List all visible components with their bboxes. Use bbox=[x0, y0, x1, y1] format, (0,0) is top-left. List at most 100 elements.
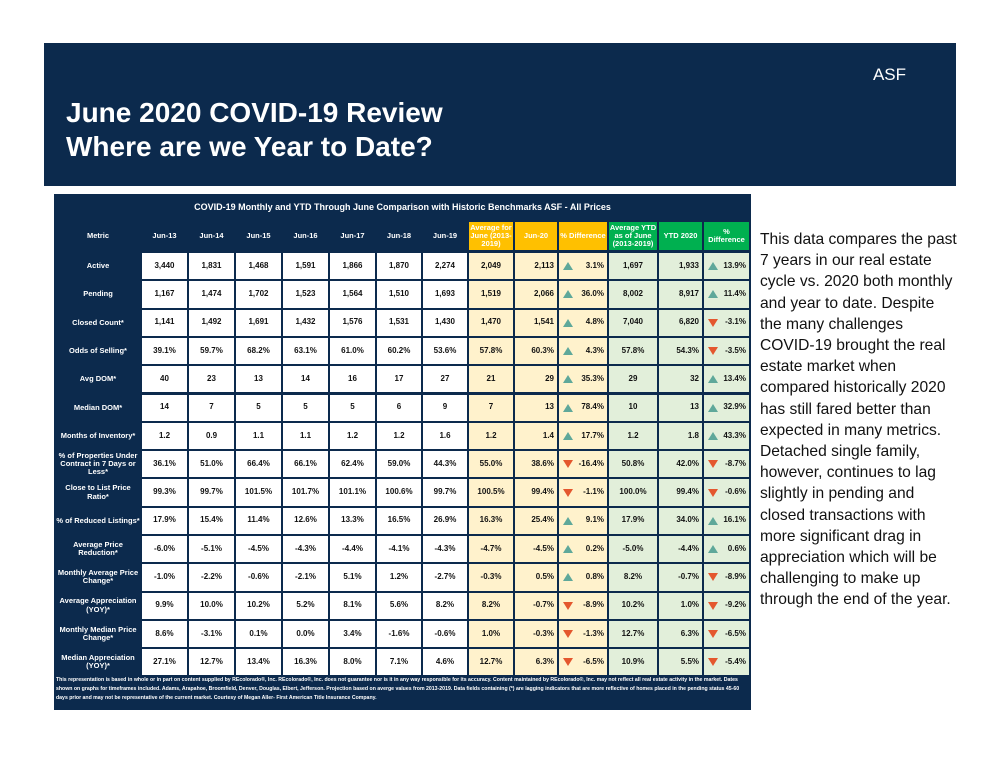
cell: 1.2 bbox=[609, 422, 657, 450]
cell-text: 1,693 bbox=[434, 289, 456, 299]
cell: 62.4% bbox=[330, 451, 375, 478]
cell: 60.3% bbox=[515, 337, 557, 365]
cell-text: 6.3% bbox=[680, 628, 699, 638]
cell-text: 1,468 bbox=[248, 260, 269, 270]
cell: 0.0% bbox=[283, 620, 328, 648]
cell: 16.5% bbox=[377, 507, 421, 534]
cell: 26.9% bbox=[423, 507, 467, 534]
cell: 17.9% bbox=[142, 507, 187, 534]
cell-text: 29 bbox=[628, 373, 638, 383]
cell-text: 57.8% bbox=[621, 345, 645, 355]
cell: 1,541 bbox=[515, 309, 557, 336]
cell: 1.2 bbox=[377, 422, 421, 450]
cell: 57.8% bbox=[469, 337, 513, 365]
cell-text: 13.4% bbox=[723, 373, 746, 383]
cell-text: 27.1% bbox=[153, 656, 176, 666]
cell: -0.7% bbox=[515, 592, 557, 619]
cell-text: -4.5% bbox=[533, 543, 554, 553]
cell: 1,470 bbox=[469, 309, 513, 336]
cell: 5.5% bbox=[659, 649, 702, 676]
cell-text: -8.7% bbox=[725, 458, 746, 468]
cell: 0.9 bbox=[189, 422, 234, 450]
commentary: This data compares the past 7 years in o… bbox=[760, 231, 957, 609]
cell-text: -2.1% bbox=[295, 572, 316, 582]
cell-text: 7 bbox=[209, 402, 214, 412]
cell: 1.4 bbox=[515, 422, 557, 450]
row-label: Median Appreciation (YOY)* bbox=[56, 649, 140, 676]
row-label: Average Price Reduction* bbox=[56, 536, 140, 563]
cell-text: 1.2 bbox=[158, 430, 171, 440]
cell-text: -4.1% bbox=[388, 543, 410, 553]
cell: 59.0% bbox=[377, 451, 421, 478]
cell: 2,113 bbox=[515, 253, 557, 280]
cell-text: 1.1 bbox=[299, 430, 312, 440]
cell: -16.4% bbox=[559, 451, 607, 478]
row-label: Average Appreciation (YOY)* bbox=[56, 592, 140, 619]
row-label-text: % of Reduced Listings* bbox=[56, 515, 140, 525]
cell: 6.3% bbox=[515, 649, 557, 676]
cell-text: 29 bbox=[545, 373, 554, 383]
cell: -4.4% bbox=[659, 536, 702, 563]
cell: 1,933 bbox=[659, 253, 702, 280]
cell: 6.3% bbox=[659, 620, 702, 648]
cell: 101.7% bbox=[283, 479, 328, 506]
arrow-shape bbox=[563, 545, 573, 554]
cell: 39.1% bbox=[142, 337, 187, 365]
cell: 5.1% bbox=[330, 564, 375, 591]
column-header: Jun-14 bbox=[189, 222, 234, 250]
cell: 44.3% bbox=[423, 451, 467, 478]
cell: 66.4% bbox=[236, 451, 281, 478]
cell-text: 1,474 bbox=[201, 289, 222, 299]
cell-text: -3.1% bbox=[725, 317, 746, 327]
cell-text: 2,066 bbox=[533, 289, 554, 299]
cell-text: 5 bbox=[256, 402, 261, 412]
cell: 99.3% bbox=[142, 479, 187, 506]
cell-text: -16.4% bbox=[578, 458, 604, 468]
cell-text: 100.5% bbox=[477, 487, 505, 497]
up-arrow bbox=[563, 573, 573, 582]
cell-text: 44.3% bbox=[433, 458, 457, 468]
arrow-shape bbox=[563, 460, 573, 469]
cell: 5 bbox=[283, 394, 328, 421]
cell: 101.1% bbox=[330, 479, 375, 506]
cell-text: 1,531 bbox=[388, 317, 410, 327]
row-label: Active bbox=[56, 253, 140, 280]
cell: 1,702 bbox=[236, 281, 281, 308]
row-label: Pending bbox=[56, 281, 140, 308]
cell-text: -6.5% bbox=[725, 628, 746, 638]
cell-text: 100.6% bbox=[385, 487, 413, 497]
cell-text: 1,519 bbox=[480, 289, 502, 299]
cell: 78.4% bbox=[559, 394, 607, 421]
cell: 1.1 bbox=[236, 422, 281, 450]
cell-text: 1,591 bbox=[295, 260, 316, 270]
cell-text: 60.2% bbox=[387, 345, 411, 355]
cell-text: 60.3% bbox=[531, 345, 554, 355]
column-header-text: YTD 2020 bbox=[663, 230, 698, 240]
cell: 35.3% bbox=[559, 366, 607, 393]
cell: 12.7% bbox=[189, 649, 234, 676]
cell: -2.7% bbox=[423, 564, 467, 591]
column-header-text: Jun-20 bbox=[523, 230, 549, 240]
cell: 13 bbox=[236, 366, 281, 393]
cell: 8.2% bbox=[423, 592, 467, 619]
cell: 100.0% bbox=[609, 479, 657, 506]
arrow-shape bbox=[708, 658, 718, 667]
cell: 11.4% bbox=[236, 507, 281, 534]
cell: 29 bbox=[515, 366, 557, 393]
cell-text: 6,820 bbox=[678, 317, 699, 327]
cell-text: -8.9% bbox=[583, 600, 604, 610]
row-label: Median DOM* bbox=[56, 394, 140, 421]
cell: 59.7% bbox=[189, 337, 234, 365]
column-header-text: Jun-17 bbox=[340, 230, 365, 240]
up-arrow bbox=[708, 262, 718, 271]
down-arrow bbox=[708, 318, 718, 327]
cell-text: -4.4% bbox=[342, 543, 363, 553]
column-header: Jun-20 bbox=[515, 222, 557, 250]
column-header-text: % Difference bbox=[560, 230, 606, 240]
cell: -4.3% bbox=[283, 536, 328, 563]
cell-text: -4.3% bbox=[434, 543, 456, 553]
row-label-text: Average Price Reduction* bbox=[73, 539, 123, 558]
cell-text: 50.8% bbox=[621, 458, 645, 468]
cell-text: 1,870 bbox=[388, 260, 410, 270]
row-label-text: Monthly Median Price Change* bbox=[59, 624, 137, 643]
